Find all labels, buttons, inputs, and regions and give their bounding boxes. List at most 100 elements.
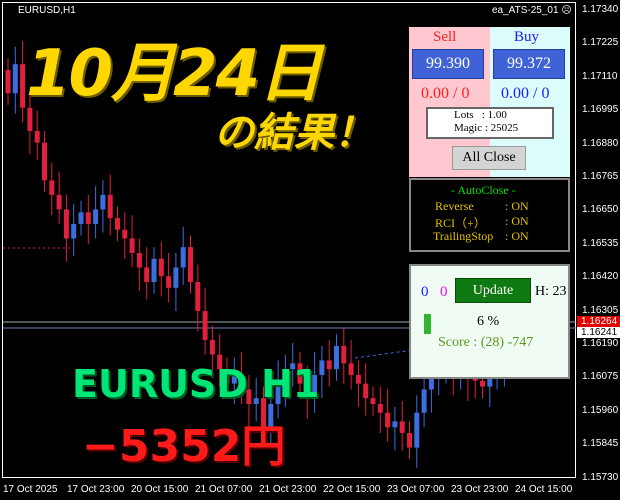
candle-body: [231, 374, 237, 384]
candle-body: [334, 345, 339, 370]
price-tick: 1.16075: [582, 371, 619, 383]
candle-body: [363, 383, 369, 399]
time-tick: 17 Oct 2025: [3, 484, 58, 495]
sad-face-icon: ☹: [561, 5, 572, 16]
candle-body: [85, 212, 91, 224]
candle-body: [27, 107, 33, 131]
candle-body: [217, 354, 223, 370]
candle-body: [392, 421, 398, 428]
candle-body: [20, 64, 26, 108]
time-tick: 21 Oct 23:00: [259, 484, 317, 495]
candle-body: [129, 238, 135, 253]
time-tick: 23 Oct 23:00: [451, 484, 509, 495]
lots-text: Lots : 1.00: [454, 109, 507, 121]
hour-label: H: 23: [535, 284, 567, 299]
candle-body: [268, 403, 274, 428]
candle-body: [355, 374, 361, 384]
candle-body: [34, 130, 40, 143]
candle-body: [370, 398, 376, 404]
candle-body: [377, 403, 383, 413]
symbol-label: EURUSD,H1: [18, 5, 76, 16]
candle-body: [472, 377, 478, 381]
autoclose-reverse-label: Reverse: [435, 199, 474, 213]
candle-body: [151, 258, 157, 283]
candle-body: [5, 69, 11, 94]
candle-body: [136, 252, 142, 268]
candle-body: [180, 247, 186, 268]
candle-body: [71, 223, 77, 239]
candle-body: [166, 276, 172, 288]
candle-body: [385, 412, 391, 428]
price-tick: 1.16420: [582, 271, 619, 283]
time-tick: 24 Oct 15:00: [515, 484, 573, 495]
autoclose-trailing-label: TrailingStop: [433, 229, 494, 243]
trade-panel: Sell Buy 99.390 99.372 0.00 / 0 0.00 / 0…: [409, 27, 570, 177]
candle-body: [319, 360, 325, 375]
candle-body: [158, 258, 164, 277]
candle-body: [224, 369, 230, 384]
price-tick: 1.15845: [582, 438, 619, 450]
candle-body: [115, 218, 120, 230]
time-tick: 21 Oct 07:00: [195, 484, 253, 495]
progress-bar: [424, 314, 431, 334]
ea-name-text: ea_ATS-25_01: [492, 5, 559, 16]
current-price-text: 1.16241: [581, 327, 618, 338]
date-title: 10月24日: [26, 37, 322, 111]
candle-body: [239, 374, 245, 390]
price-tick: 1.16880: [582, 137, 619, 149]
autoclose-rci-value: : ON: [505, 214, 529, 228]
lots-magic-box: Lots : 1.00 Magic : 25025: [426, 107, 554, 139]
blue-count: 0: [421, 284, 429, 300]
buy-button[interactable]: 99.372: [493, 49, 565, 79]
candle-body: [312, 374, 318, 399]
time-tick: 17 Oct 23:00: [67, 484, 125, 495]
price-tick: 1.16190: [582, 338, 619, 349]
candle-body: [188, 247, 193, 283]
candle-body: [122, 229, 128, 239]
autoclose-panel: - AutoClose - Reverse : ON RCI（+） : ON T…: [409, 178, 570, 252]
chart-frame: [2, 2, 576, 478]
candle-body: [253, 398, 259, 404]
ea-name: ea_ATS-25_01 ☹: [492, 5, 572, 16]
candle-body: [275, 383, 281, 404]
candle-body: [42, 142, 47, 181]
sell-button[interactable]: 99.390: [412, 49, 484, 79]
buy-profit: 0.00 / 0: [501, 85, 550, 102]
candle-body: [428, 377, 434, 390]
candle-body: [348, 363, 354, 375]
price-tick: 1.15730: [582, 471, 619, 483]
candle-body: [100, 194, 106, 210]
candle-body: [78, 212, 84, 224]
price-tick: 1.17110: [582, 70, 618, 82]
price-tick: 1.17225: [582, 37, 619, 49]
candle-body: [414, 412, 420, 448]
percent-text: 6 %: [477, 314, 500, 329]
sell-profit: 0.00 / 0: [421, 85, 470, 102]
status-panel: 0 0 Update H: 23 6 % Score : (28) -747: [409, 264, 570, 379]
candle-body: [144, 267, 150, 283]
candle-body: [209, 340, 215, 355]
magenta-count: 0: [440, 284, 448, 300]
price-tick: 1.17340: [582, 4, 619, 15]
candle-body: [282, 369, 288, 384]
price-tick: 1.15960: [582, 404, 619, 416]
autoclose-title: - AutoClose -: [451, 183, 516, 197]
candle-body: [261, 398, 266, 428]
price-tick: 1.16650: [582, 204, 619, 216]
candle-body: [487, 374, 493, 387]
price-tick: 1.16535: [582, 237, 619, 249]
candle-body: [173, 267, 179, 288]
candle-body: [290, 363, 296, 370]
candle-body: [12, 64, 18, 94]
magic-text: Magic : 25025: [454, 122, 519, 134]
autoclose-reverse-value: : ON: [505, 199, 529, 213]
score-text: Score : (28) -747: [438, 335, 534, 350]
profit-title: −5352円: [82, 421, 286, 472]
time-tick: 22 Oct 15:00: [323, 484, 381, 495]
candle-body: [407, 433, 412, 448]
all-close-button[interactable]: All Close: [452, 146, 526, 170]
candle-body: [341, 345, 347, 364]
progress-fill: [424, 314, 431, 334]
price-tick: 1.16995: [582, 104, 619, 116]
update-button[interactable]: Update: [455, 278, 531, 303]
